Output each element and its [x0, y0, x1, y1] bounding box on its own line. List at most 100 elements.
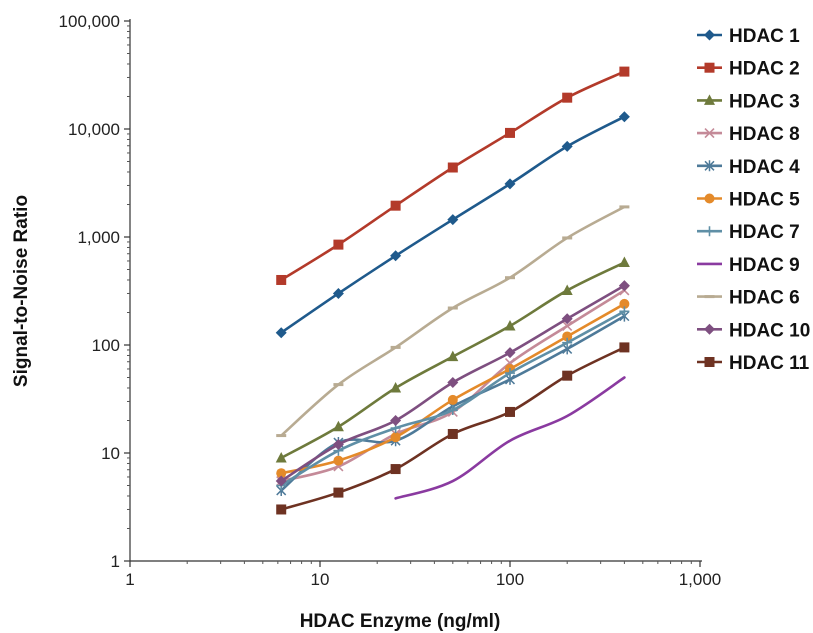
data-point — [505, 368, 515, 379]
data-point — [447, 394, 458, 405]
data-point — [447, 306, 458, 310]
legend-label: HDAC 1 — [729, 26, 800, 47]
data-point — [332, 420, 344, 432]
y-tick-label: 100 — [92, 336, 120, 355]
legend-item-hdac-7: HDAC 7 — [697, 222, 800, 243]
data-point — [561, 313, 573, 325]
x-tick-label: 1 — [125, 570, 134, 589]
data-point — [276, 504, 287, 515]
data-point — [505, 127, 515, 138]
data-point — [618, 111, 630, 123]
data-point — [562, 236, 573, 240]
data-point — [333, 383, 344, 387]
data-point — [276, 468, 287, 479]
data-point — [447, 428, 458, 439]
y-tick-label: 10 — [101, 444, 120, 463]
x-tick-label: 100 — [496, 570, 524, 589]
legend: HDAC 1 HDAC 2 HDAC 3 HDAC 8 HDAC 4 HDAC 5 HDAC… — [697, 26, 810, 374]
legend-item-hdac-6: HDAC 6 — [697, 288, 800, 309]
data-point — [618, 256, 630, 268]
data-point — [332, 287, 344, 299]
data-point — [619, 342, 630, 353]
data-point — [390, 200, 401, 211]
series-hdac-6 — [276, 205, 630, 438]
legend-item-hdac-1: HDAC 1 — [697, 26, 800, 47]
legend-label: HDAC 10 — [729, 320, 810, 341]
data-point — [275, 451, 287, 463]
data-point — [333, 239, 344, 250]
legend-marker — [704, 128, 715, 139]
y-tick-label: 1,000 — [77, 228, 120, 247]
data-point — [504, 178, 516, 190]
series-hdac-7 — [276, 306, 630, 491]
legend-marker — [704, 226, 715, 237]
legend-marker — [704, 160, 715, 172]
series-hdac-3 — [275, 256, 630, 463]
data-point — [562, 331, 573, 342]
data-point — [505, 276, 515, 280]
legend-marker — [704, 357, 715, 367]
legend-marker — [704, 295, 715, 299]
x-tick-label: 10 — [311, 570, 330, 589]
legend-item-hdac-2: HDAC 2 — [697, 59, 800, 80]
tick-marks — [124, 20, 701, 567]
legend-item-hdac-3: HDAC 3 — [697, 91, 800, 112]
data-point — [333, 455, 344, 466]
legend-marker — [704, 193, 715, 204]
data-point — [390, 432, 401, 443]
legend-label: HDAC 8 — [729, 124, 800, 145]
data-point — [619, 66, 630, 77]
data-point — [504, 319, 516, 331]
series-hdac-11 — [276, 342, 630, 515]
series-hdac-1 — [275, 111, 630, 339]
data-point — [619, 298, 630, 309]
legend-label: HDAC 5 — [729, 190, 800, 211]
y-tick-label: 10,000 — [68, 120, 120, 139]
data-point — [275, 327, 287, 339]
legend-label: HDAC 7 — [729, 222, 800, 243]
series-line-hdac-2 — [279, 70, 626, 282]
tick-labels: 1 10 100 1,000 10,000 100,000 1 10 100 1,000 — [59, 12, 722, 589]
legend-label: HDAC 11 — [729, 353, 810, 374]
legend-label: HDAC 9 — [729, 255, 800, 276]
data-point — [447, 405, 458, 416]
data-point — [447, 350, 459, 362]
data-point — [562, 337, 573, 348]
series-hdac-5 — [276, 298, 630, 479]
legend-label: HDAC 3 — [729, 91, 800, 112]
series-hdac-9 — [394, 376, 626, 500]
series-hdac-10 — [275, 280, 630, 487]
legend-item-hdac-10: HDAC 10 — [697, 320, 810, 341]
legend-marker — [704, 29, 715, 41]
data-point — [276, 274, 287, 285]
data-point — [333, 487, 344, 498]
data-point — [390, 414, 402, 426]
data-point — [562, 370, 573, 381]
data-point — [505, 406, 515, 417]
y-tick-label: 1 — [111, 552, 120, 571]
legend-marker — [704, 323, 715, 335]
data-point — [562, 320, 573, 332]
data-point — [390, 381, 402, 393]
data-point — [447, 214, 459, 226]
legend-item-hdac-9: HDAC 9 — [697, 255, 800, 276]
data-point — [276, 434, 287, 438]
data-point — [390, 464, 401, 475]
data-point — [562, 92, 573, 103]
legend-label: HDAC 6 — [729, 288, 800, 309]
data-point — [275, 475, 287, 487]
series-hdac-2 — [276, 66, 630, 285]
data-point — [504, 347, 516, 359]
legend-label: HDAC 2 — [729, 59, 800, 80]
legend-item-hdac-5: HDAC 5 — [697, 190, 800, 211]
data-point — [390, 345, 401, 349]
axes — [129, 19, 702, 562]
x-axis-label: HDAC Enzyme (ng/ml) — [300, 611, 501, 632]
legend-item-hdac-8: HDAC 8 — [697, 124, 800, 145]
series-line-hdac-11 — [279, 346, 626, 511]
data-point — [332, 438, 344, 450]
data-point — [561, 140, 573, 152]
data-point — [618, 280, 630, 292]
data-point — [447, 376, 459, 388]
